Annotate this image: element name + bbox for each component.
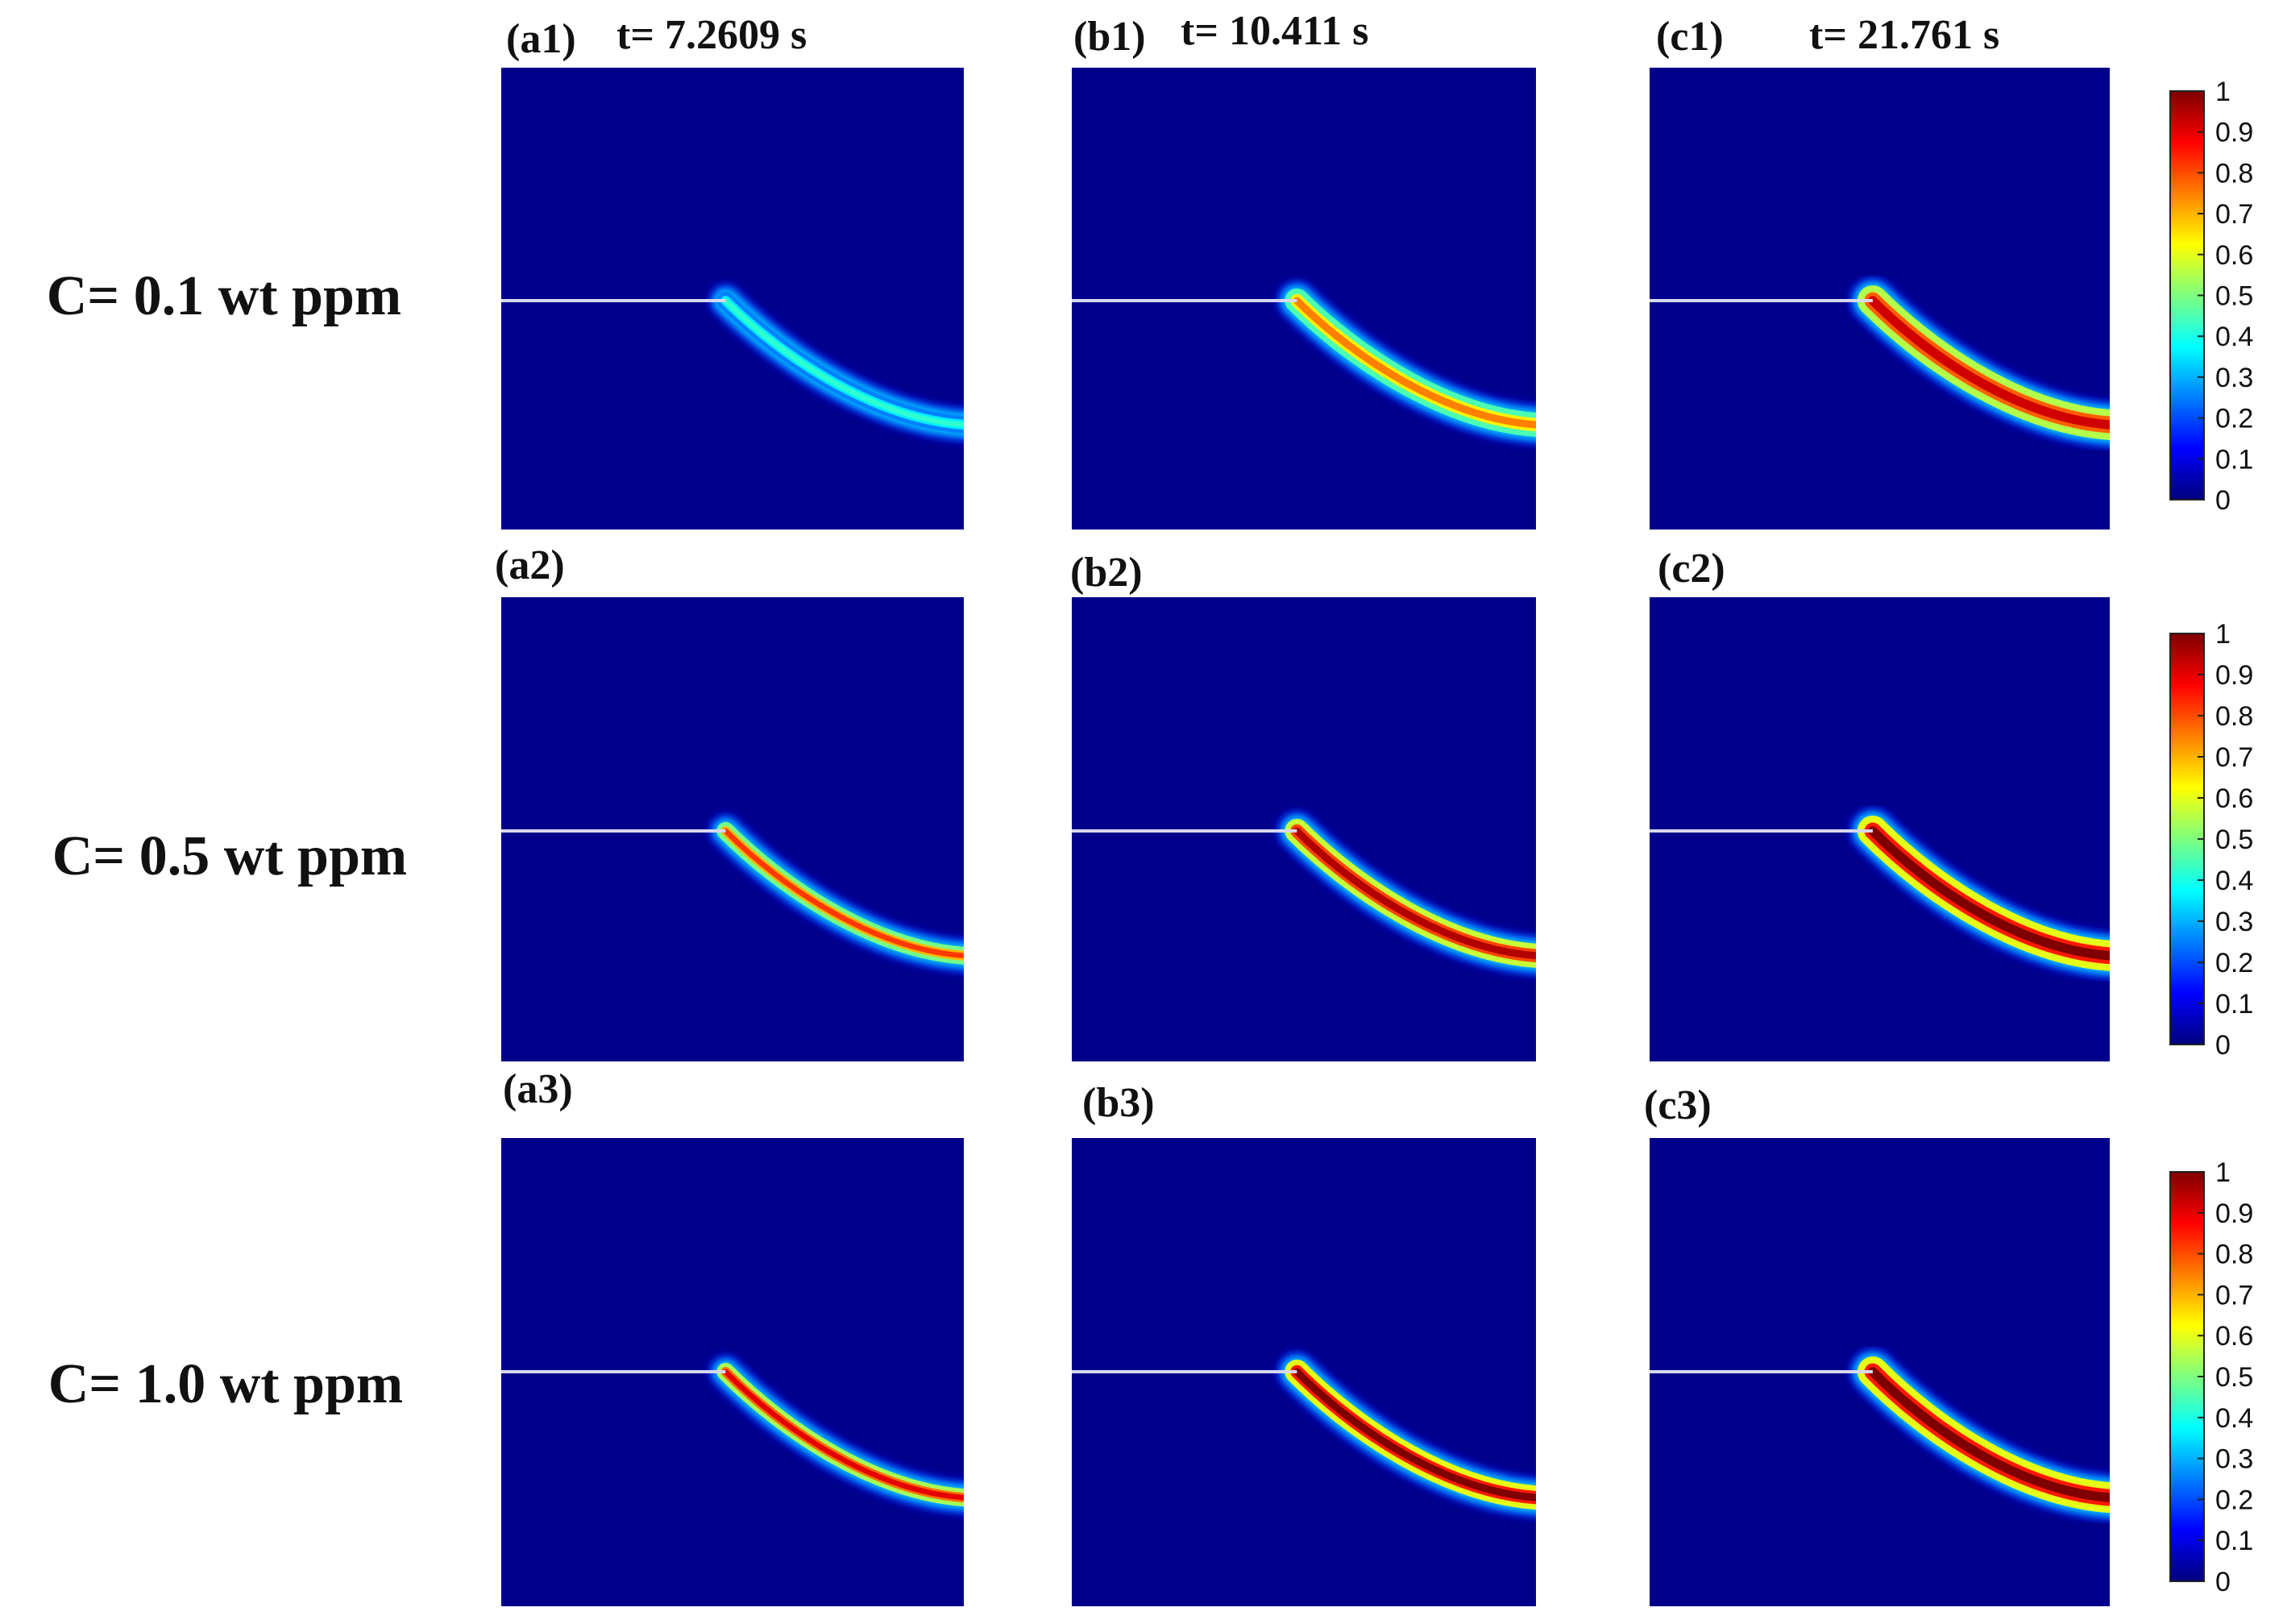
colorbar-tick-label: 0.3 xyxy=(2215,1444,2253,1475)
panel-label-b2: (b2) xyxy=(1070,550,1143,596)
colorbar-tick-label: 0.5 xyxy=(2215,1362,2253,1393)
panel-label-c2: (c2) xyxy=(1658,546,1725,592)
colorbar-tick-label: 0.8 xyxy=(2215,158,2253,189)
colorbar-tick-label: 0.6 xyxy=(2215,783,2253,814)
band-layer xyxy=(1868,1367,2110,1502)
panel-label-c3: (c3) xyxy=(1644,1082,1712,1128)
colorbar-tick-label: 0.5 xyxy=(2215,281,2253,312)
colorbar-tick-label: 0.2 xyxy=(2215,1485,2253,1515)
colorbar-tick-label: 0.3 xyxy=(2215,363,2253,393)
colorbar-tick-label: 0.7 xyxy=(2215,742,2253,773)
colorbar-3: 1 0.9 0.8 0.7 0.6 0.5 0.4 0.3 0.2 0.1 0 xyxy=(2169,1157,2253,1597)
colorbar-tick-label: 0.4 xyxy=(2215,866,2253,896)
band-layer xyxy=(1293,827,1536,960)
hydrogen-concentration-band xyxy=(1276,1352,1536,1518)
hydrogen-concentration-band xyxy=(1276,811,1536,976)
heatmap-panel-c1 xyxy=(1650,68,2110,530)
colorbar-tick-label: 0.4 xyxy=(2215,1403,2253,1434)
band-layer xyxy=(1868,296,2110,430)
colorbar-tick-label: 0.3 xyxy=(2215,907,2253,937)
heatmap-panel-c3 xyxy=(1650,1138,2110,1606)
panel-label-b3: (b3) xyxy=(1082,1080,1155,1126)
time-label-col2: t= 10.411 s xyxy=(1181,8,1368,54)
panel-label-a2: (a2) xyxy=(495,542,565,588)
colorbar-tick-label: 1 xyxy=(2215,1157,2231,1188)
colorbar-tick-label: 0.6 xyxy=(2215,240,2253,271)
colorbar-tick-label: 0.8 xyxy=(2215,1240,2253,1270)
colorbar-tick-label: 1 xyxy=(2215,619,2231,650)
band-layer xyxy=(723,828,964,959)
panel-label-b1: (b1) xyxy=(1073,14,1146,60)
colorbar-tick-label: 0.1 xyxy=(2215,444,2253,475)
colorbar-1: 1 0.9 0.8 0.7 0.6 0.5 0.4 0.3 0.2 0.1 0 xyxy=(2169,77,2253,516)
colorbar-tick-label: 0.1 xyxy=(2215,1526,2253,1556)
hydrogen-concentration-band xyxy=(708,814,964,973)
row-label-2: C= 0.5 wt ppm xyxy=(52,825,407,887)
hydrogen-concentration-band xyxy=(1849,1348,2110,1522)
hydrogen-concentration-band xyxy=(1849,277,2110,448)
heatmap-panel-a2 xyxy=(501,597,964,1061)
row-label-3: C= 1.0 wt ppm xyxy=(48,1353,403,1415)
time-label-col1: t= 7.2609 s xyxy=(616,12,807,58)
heatmap-panel-b3 xyxy=(1072,1138,1536,1606)
colorbar-tick-label: 0.7 xyxy=(2215,199,2253,230)
colorbar-tick-label: 0.8 xyxy=(2215,701,2253,732)
colorbar-tick-label: 0.7 xyxy=(2215,1280,2253,1310)
colorbar-tick-label: 0 xyxy=(2215,485,2231,516)
hydrogen-concentration-band xyxy=(708,1355,964,1515)
band-layer xyxy=(723,1369,964,1501)
heatmap-panel-c2 xyxy=(1650,597,2110,1061)
heatmap-panel-a1 xyxy=(501,68,964,530)
colorbar-tick-label: 0.2 xyxy=(2215,404,2253,434)
row-label-1: C= 0.1 wt ppm xyxy=(47,265,401,327)
colorbar-tick-label: 0.9 xyxy=(2215,660,2253,691)
band-layer xyxy=(1868,826,2110,961)
hydrogen-concentration-band xyxy=(1276,280,1536,445)
colorbar-tick-label: 0.1 xyxy=(2215,989,2253,1020)
time-label-col3: t= 21.761 s xyxy=(1809,12,1999,58)
colorbar-tick-label: 0.6 xyxy=(2215,1321,2253,1352)
panel-label-a1: (a1) xyxy=(506,16,576,62)
colorbar-tick-label: 0 xyxy=(2215,1030,2231,1061)
colorbar-tick-label: 0.9 xyxy=(2215,118,2253,148)
colorbar-tick-label: 0.9 xyxy=(2215,1198,2253,1229)
heatmap-panel-a3 xyxy=(501,1138,964,1606)
band-layer xyxy=(1293,1368,1536,1501)
panel-label-c1: (c1) xyxy=(1656,14,1724,60)
colorbar-2: 1 0.9 0.8 0.7 0.6 0.5 0.4 0.3 0.2 0.1 0 xyxy=(2169,619,2253,1061)
colorbar-tick-label: 0 xyxy=(2215,1567,2231,1597)
heatmap-panel-b2 xyxy=(1072,597,1536,1061)
colorbar-tick-label: 0.2 xyxy=(2215,948,2253,978)
band-layer xyxy=(723,297,964,428)
heatmap-panel-b1 xyxy=(1072,68,1536,530)
band-layer xyxy=(1293,297,1536,429)
panel-label-a3: (a3) xyxy=(503,1066,573,1112)
hydrogen-concentration-band xyxy=(1849,808,2110,979)
colorbar-tick-label: 0.4 xyxy=(2215,322,2253,352)
colorbar-tick-label: 1 xyxy=(2215,77,2231,107)
hydrogen-concentration-band xyxy=(708,284,964,442)
colorbar-tick-label: 0.5 xyxy=(2215,824,2253,855)
